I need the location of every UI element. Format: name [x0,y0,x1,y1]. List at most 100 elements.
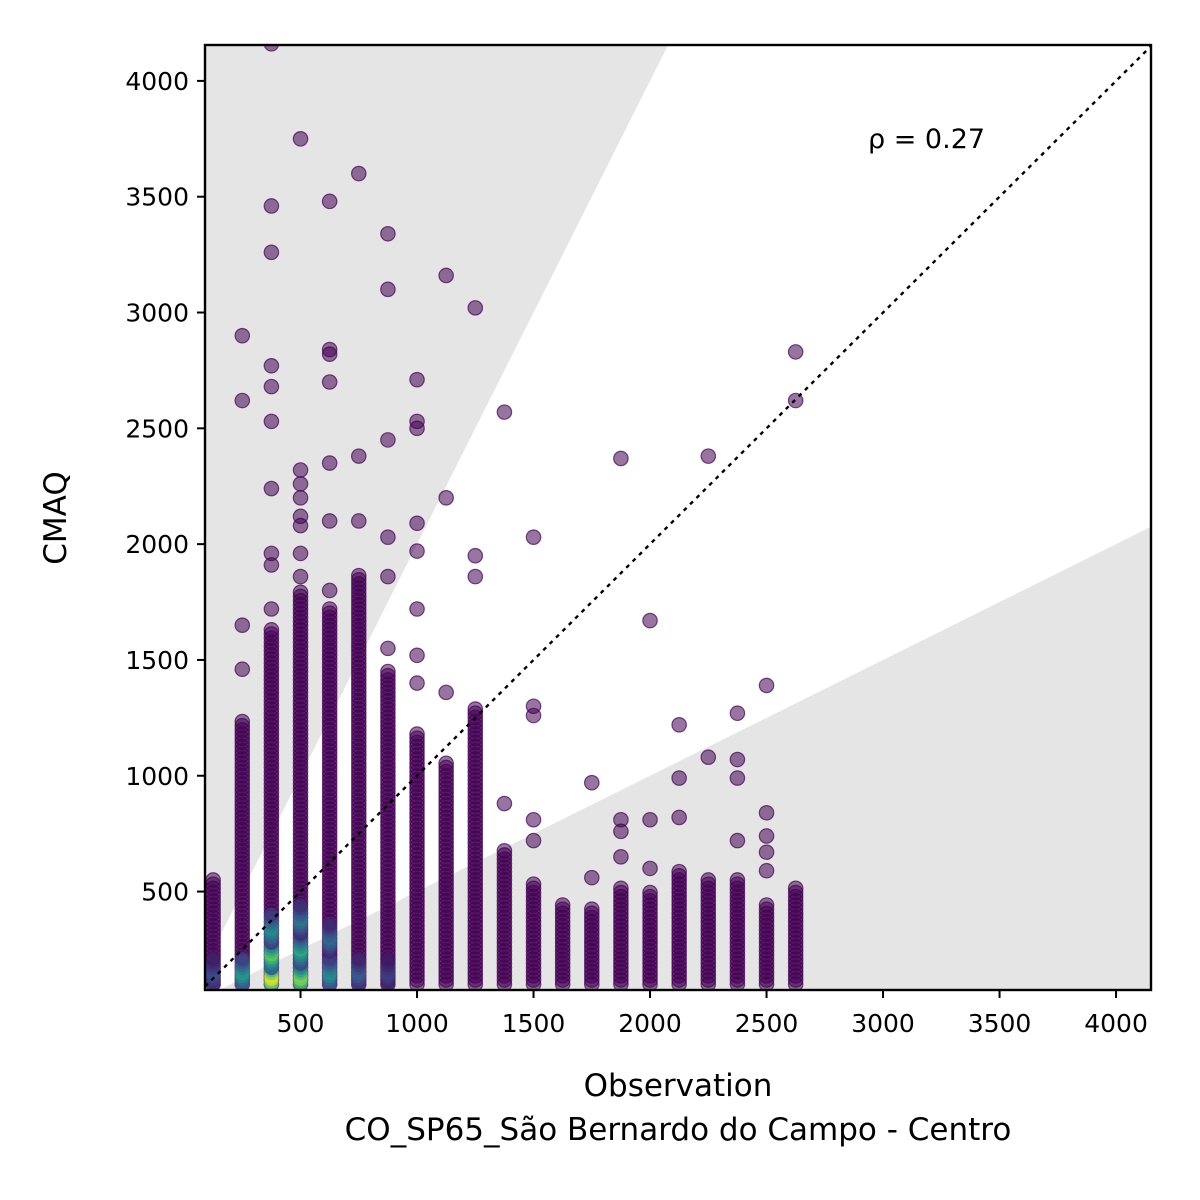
data-point [409,413,425,430]
data-point [438,267,454,284]
data-point [380,432,396,448]
data-point [729,832,746,849]
data-point [758,844,775,860]
data-point [292,545,309,562]
data-point [758,862,775,879]
data-point [729,705,746,722]
data-point [787,344,804,360]
data-point [700,749,717,766]
data-point [613,450,629,467]
data-point [380,663,396,680]
data-point [525,811,542,828]
data-point-dense [264,907,279,922]
data-point [350,448,367,464]
data-point [263,601,280,617]
data-point [350,567,367,584]
data-point [613,811,629,828]
data-point [525,698,542,715]
y-tick-label: 1000 [125,762,189,791]
data-point [758,897,775,913]
data-point [438,490,454,506]
data-point [613,849,629,865]
data-point [380,568,396,585]
x-tick-label: 2500 [735,1009,799,1038]
y-tick-label: 2000 [125,530,189,559]
data-point [409,726,425,742]
plot-frame [203,43,1153,992]
data-point [671,809,687,826]
data-point [234,617,251,634]
data-point [263,413,280,430]
data-point [292,490,309,506]
x-axis-sublabel: CO_SP65_São Bernardo do Campo - Centro [345,1112,1012,1148]
x-tick-label: 500 [277,1009,325,1038]
data-point [321,513,338,529]
data-point [350,165,367,182]
data-point [642,884,658,901]
data-point [234,327,251,344]
data-point [321,193,338,210]
data-point [263,378,280,395]
x-tick-label: 1500 [502,1009,566,1038]
data-point [263,480,280,497]
data-point [438,755,454,772]
data-point [496,842,513,859]
data-point [292,584,309,601]
data-point [409,647,425,664]
data-point [409,515,425,532]
y-tick-label: 2500 [125,414,189,443]
y-tick-label: 500 [141,878,189,907]
data-point [642,860,658,877]
data-point [642,811,658,828]
data-point [380,225,396,242]
y-tick-label: 4000 [125,67,189,96]
y-tick-label: 3000 [125,299,189,328]
data-point [525,832,542,849]
data-point [700,872,717,888]
data-point [409,675,425,691]
data-point [321,455,338,471]
data-point [321,601,338,617]
data-point [263,357,280,374]
data-point [438,684,454,701]
data-point [234,392,251,409]
data-point [583,774,600,791]
data-point-dense [380,951,396,967]
data-point [758,805,775,821]
data-point-dense [322,916,337,932]
data-point [671,716,687,733]
data-point [380,529,396,545]
data-point [205,872,221,888]
data-point-dense [351,951,366,967]
data-point [263,244,280,261]
data-point [787,880,804,897]
data-point [350,513,367,529]
data-point [292,131,309,147]
data-point [467,547,484,564]
data-point [263,622,280,638]
data-point-dense [293,898,308,913]
data-point [758,828,775,844]
data-point [263,45,280,52]
data-point [467,568,484,585]
shaded-region-upper [205,45,669,966]
data-point-dense [205,951,221,967]
data-point [292,462,309,478]
data-point [409,543,425,559]
data-point [671,863,687,880]
x-tick-label: 4000 [1084,1009,1148,1038]
x-tick-label: 1000 [385,1009,449,1038]
data-point [758,677,775,694]
data-point [321,374,338,390]
y-tick-label: 1500 [125,646,189,675]
data-point [263,545,280,562]
data-point [613,880,629,897]
data-point [496,795,513,812]
data-point [525,529,542,545]
data-point-dense [235,951,250,967]
plot-area [205,45,1151,990]
y-axis-label: CMAQ [38,471,74,564]
x-tick-label: 3000 [851,1009,915,1038]
x-tick-label: 3500 [968,1009,1032,1038]
y-tick-label: 3500 [125,183,189,212]
